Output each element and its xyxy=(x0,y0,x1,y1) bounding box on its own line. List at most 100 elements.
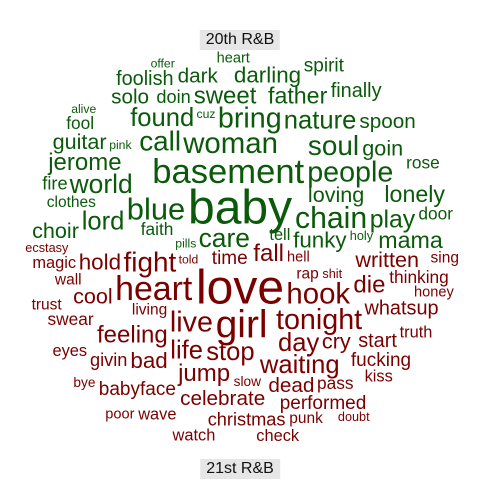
cloud-word: poor xyxy=(105,407,134,423)
cloud-word: life xyxy=(170,337,203,365)
top-group-label: 20th R&B xyxy=(199,30,281,50)
cloud-word: truth xyxy=(400,323,433,341)
cloud-word: choir xyxy=(32,218,79,243)
cloud-word: offer xyxy=(151,56,175,70)
cloud-word: holy xyxy=(350,229,374,243)
cloud-word: spirit xyxy=(304,56,345,77)
cloud-word: bring xyxy=(218,103,282,135)
cloud-word: girl xyxy=(216,304,268,347)
cloud-word: shit xyxy=(322,267,342,281)
cloud-word: die xyxy=(353,271,385,298)
cloud-word: funky xyxy=(293,228,347,253)
cloud-word: lord xyxy=(82,208,125,236)
cloud-word: fool xyxy=(66,113,94,133)
cloud-word: christmas xyxy=(208,410,286,430)
cloud-word: givin xyxy=(90,350,127,370)
cloud-word: cry xyxy=(322,328,351,353)
cloud-word: whatsup xyxy=(364,298,439,320)
cloud-word: honey xyxy=(414,285,454,301)
cloud-word: wall xyxy=(54,272,82,289)
cloud-word: written xyxy=(354,247,419,272)
cloud-word: day xyxy=(278,329,319,357)
cloud-word: pink xyxy=(109,138,132,152)
cloud-word: jump xyxy=(177,360,230,387)
cloud-word: basement xyxy=(152,153,304,191)
cloud-word: wave xyxy=(137,405,176,423)
cloud-word: watch xyxy=(172,426,216,444)
cloud-word: lonely xyxy=(384,181,445,207)
cloud-word: performed xyxy=(280,393,367,414)
cloud-word: fucking xyxy=(351,350,411,371)
cloud-word: love xyxy=(196,262,284,315)
cloud-word: fall xyxy=(253,240,284,267)
cloud-word: punk xyxy=(289,410,323,427)
cloud-word: slow xyxy=(234,374,261,389)
cloud-word: clothes xyxy=(47,194,96,211)
cloud-word: rose xyxy=(406,153,440,173)
cloud-word: tonight xyxy=(276,304,362,336)
cloud-word: foolish xyxy=(116,68,174,90)
cloud-word: celebrate xyxy=(180,387,265,410)
cloud-word: loving xyxy=(308,182,364,207)
cloud-word: finally xyxy=(331,80,382,102)
cloud-word: door xyxy=(418,203,453,223)
cloud-word: living xyxy=(132,301,167,318)
cloud-word: guitar xyxy=(53,129,107,154)
cloud-word: blue xyxy=(127,191,185,226)
cloud-word: sing xyxy=(431,249,459,266)
cloud-word: jerome xyxy=(47,149,121,176)
cloud-word: mama xyxy=(378,227,443,253)
cloud-word: heart xyxy=(217,50,250,66)
cloud-word: trust xyxy=(32,296,63,313)
cloud-word: bad xyxy=(130,348,167,373)
cloud-word: people xyxy=(307,157,393,189)
cloud-word: start xyxy=(358,330,397,352)
cloud-word: goin xyxy=(362,136,403,161)
cloud-word: swear xyxy=(48,309,94,329)
cloud-word: hook xyxy=(286,277,350,310)
cloud-word: thinking xyxy=(389,267,449,287)
cloud-word: doin xyxy=(156,87,190,107)
cloud-word: solo xyxy=(111,86,149,109)
cloud-word: faith xyxy=(141,219,174,239)
cloud-word: dark xyxy=(178,64,219,87)
cloud-word: ecstasy xyxy=(25,241,69,255)
cloud-word: spoon xyxy=(359,110,415,133)
cloud-word: bye xyxy=(73,375,95,390)
cloud-word: chain xyxy=(295,202,367,235)
bottom-group-label: 21st R&B xyxy=(200,459,280,479)
cloud-word: baby xyxy=(188,182,292,235)
cloud-word: play xyxy=(370,206,416,233)
cloud-word: father xyxy=(268,82,328,108)
cloud-word: cuz xyxy=(197,107,216,121)
cloud-word: nature xyxy=(284,106,357,134)
cloud-word: dead xyxy=(268,374,314,397)
cloud-word: care xyxy=(199,223,250,253)
cloud-word: told xyxy=(179,253,199,267)
cloud-word: waiting xyxy=(259,351,340,379)
cloud-word: found xyxy=(130,104,194,132)
cloud-word: stop xyxy=(206,338,254,366)
cloud-word: tell xyxy=(269,226,290,244)
cloud-word: heart xyxy=(115,270,193,308)
cloud-word: darling xyxy=(234,62,301,87)
cloud-word: doubt xyxy=(338,410,370,424)
cloud-word: hell xyxy=(287,250,310,266)
cloud-word: woman xyxy=(182,127,278,160)
cloud-word: babyface xyxy=(99,379,176,400)
cloud-word: call xyxy=(139,125,181,156)
cloud-word: pass xyxy=(317,373,354,393)
cloud-word: world xyxy=(69,169,133,199)
cloud-word: feeling xyxy=(97,321,168,348)
cloud-word: hold xyxy=(79,250,121,275)
cloud-word: magic xyxy=(32,254,76,272)
cloud-word: live xyxy=(170,307,213,339)
cloud-word: eyes xyxy=(53,342,88,360)
cloud-word: fire xyxy=(42,174,67,194)
cloud-word: pills xyxy=(175,237,196,251)
cloud-word: soul xyxy=(308,130,359,161)
cloud-word: fight xyxy=(124,247,177,278)
cloud-word: cool xyxy=(73,284,113,309)
